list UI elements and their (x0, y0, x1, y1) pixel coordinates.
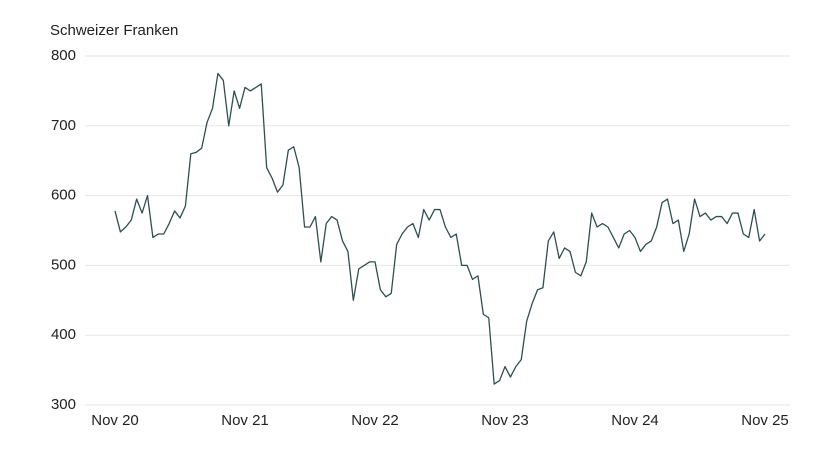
x-tick-label: Nov 25 (741, 412, 789, 429)
y-tick-label: 500 (51, 256, 76, 273)
y-tick-label: 800 (51, 47, 76, 64)
x-tick-label: Nov 22 (351, 412, 399, 429)
x-tick-label: Nov 24 (611, 412, 659, 429)
x-tick-label: Nov 21 (221, 412, 269, 429)
x-tick-label: Nov 23 (481, 412, 529, 429)
x-tick-label: Nov 20 (91, 412, 139, 429)
price-line (114, 72, 766, 385)
y-tick-label: 300 (51, 396, 76, 413)
y-tick-label: 700 (51, 117, 76, 134)
y-tick-label: 600 (51, 187, 76, 204)
y-axis-label: Schweizer Franken (50, 22, 178, 39)
y-tick-label: 400 (51, 326, 76, 343)
